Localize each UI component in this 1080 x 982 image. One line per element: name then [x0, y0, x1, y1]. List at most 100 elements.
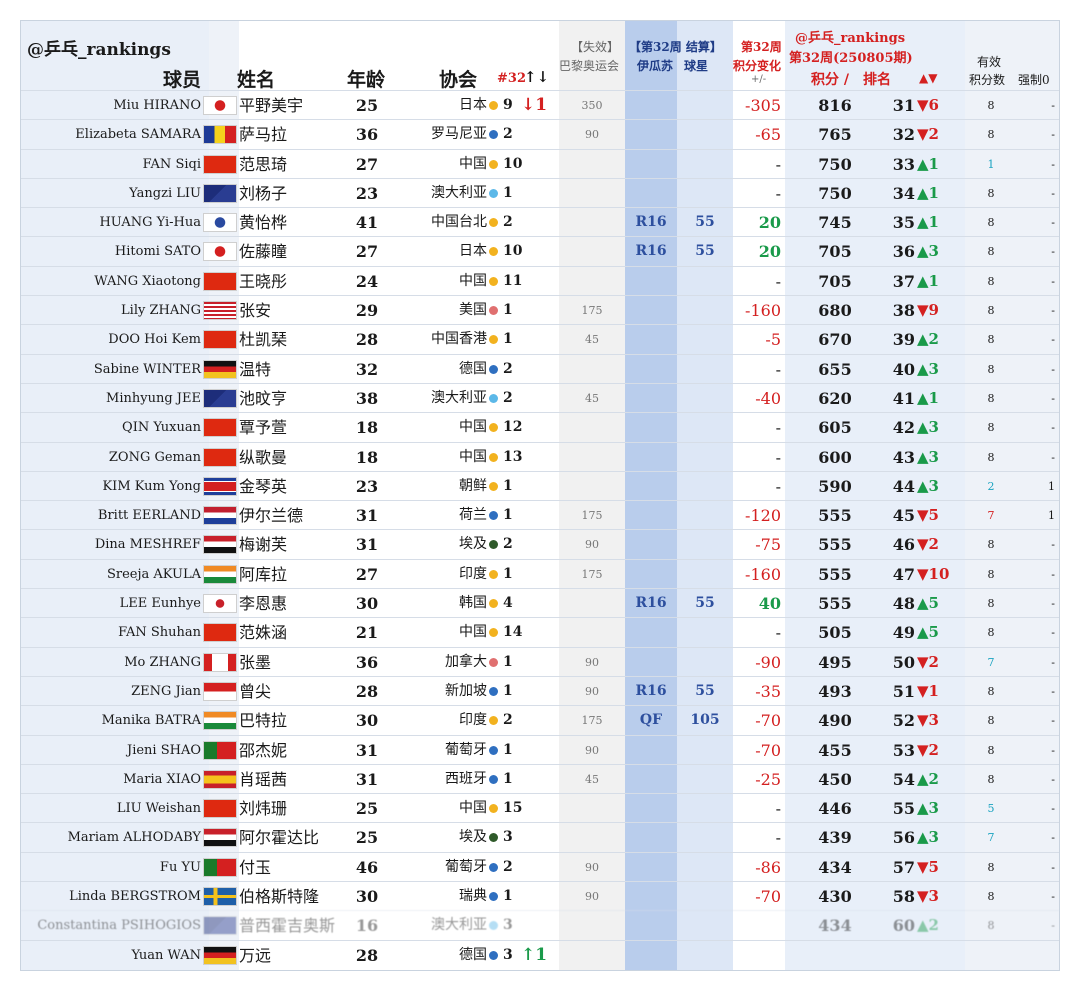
player-association: 澳大利亚 [431, 389, 487, 406]
player-association: 中国 [459, 800, 487, 817]
player-english-name: DOO Hoi Kem [108, 332, 201, 348]
association-rank: 11 [503, 272, 523, 289]
india-flag [203, 711, 237, 731]
player-age: 28 [355, 330, 379, 350]
forced-zero: - [1051, 128, 1055, 142]
association-rank: 2 [503, 858, 513, 875]
association-dot-icon [489, 188, 498, 198]
ranking-points: 555 [818, 594, 852, 614]
association-dot-icon [489, 218, 498, 228]
forced-zero: - [1051, 216, 1055, 230]
player-english-name: Manika BATRA [101, 713, 201, 729]
week32-result-points [677, 443, 733, 472]
ranking-position [881, 941, 915, 970]
association-rank: 1 [503, 184, 513, 201]
germany-flag [203, 945, 237, 965]
ranking-points: 750 [818, 154, 852, 174]
paris-points: 45 [585, 333, 599, 347]
header-paris-top: 【失效】 [571, 40, 620, 54]
player-age: 38 [355, 388, 379, 408]
week32-result-points: 55 [695, 682, 715, 699]
forced-zero: - [1051, 684, 1055, 698]
player-association: 埃及 [459, 536, 487, 553]
header-change-mid: 积分变化 [733, 59, 782, 73]
player-association: 荷兰 [459, 507, 487, 524]
ranking-move: ▲3 [917, 799, 939, 818]
week32-result [625, 413, 677, 442]
ranking-position: 56 [892, 828, 915, 848]
ranking-position: 38 [892, 301, 915, 321]
association-dot-icon [489, 892, 498, 902]
player-age: 18 [355, 418, 379, 438]
forced-zero: - [1051, 567, 1055, 581]
forced-zero: - [1051, 831, 1055, 845]
header-change-bottom: +/- [751, 74, 767, 85]
player-english-name: Sabine WINTER [93, 361, 201, 377]
ranking-move: ▲3 [917, 828, 939, 847]
table-row: Lily ZHANG 张安 29 美国 1 175 -160 680 38 ▼9 8 - [21, 295, 1059, 324]
paris-points: 90 [585, 128, 599, 142]
association-rank: 2 [503, 389, 513, 406]
usa-flag [203, 301, 237, 321]
points-change: - [775, 799, 781, 819]
china-flag [203, 447, 237, 467]
points-change: -25 [755, 769, 781, 789]
ranking-points: 680 [818, 301, 852, 321]
table-row: Fu YU 付玉 46 葡萄牙 2 90 -86 434 57 ▼5 8 - [21, 851, 1059, 881]
points-change: - [775, 447, 781, 467]
effective-count: 7 [987, 655, 995, 669]
association-dot-icon [489, 306, 498, 316]
association-dot-icon [489, 101, 498, 110]
table-row: FAN Shuhan 范姝涵 21 中国 14 - 505 49 ▲5 8 - [21, 617, 1059, 646]
points-change: -75 [755, 535, 781, 555]
paris-points [559, 618, 625, 647]
week32-result [625, 794, 677, 823]
player-english-name: Britt EERLAND [97, 508, 201, 524]
effective-count: 8 [987, 421, 995, 435]
effective-count: 8 [987, 567, 995, 581]
ranking-points: 590 [818, 476, 852, 496]
association-rank: 14 [503, 624, 523, 641]
association-rank-move: ↑1 [521, 944, 548, 965]
association-rank: 2 [503, 360, 513, 377]
week32-result [625, 472, 677, 501]
week32-result [625, 882, 677, 911]
table-row: Hitomi SATO 佐藤瞳 27 日本 10 R16 55 20 705 36 ▲3 8 - [21, 236, 1059, 265]
ranking-position: 39 [892, 330, 915, 350]
association-dot-icon [489, 247, 498, 257]
ranking-position: 42 [892, 418, 915, 438]
paris-points: 90 [585, 538, 599, 552]
ranking-position: 37 [892, 271, 915, 291]
paris-points: 175 [581, 567, 603, 581]
player-age: 27 [355, 564, 379, 584]
player-age: 23 [355, 183, 379, 203]
player-age: 31 [355, 769, 379, 789]
ranking-position: 31 [892, 96, 915, 115]
association-dot-icon [489, 540, 498, 550]
ranking-points: 495 [818, 652, 852, 672]
player-association: 美国 [459, 302, 487, 319]
association-rank: 9 [503, 97, 513, 113]
week32-result-points [677, 355, 733, 384]
paris-points: 90 [585, 890, 599, 904]
association-rank: 15 [503, 800, 523, 817]
player-english-name: Mariam ALHODABY [67, 830, 201, 846]
association-dot-icon [489, 862, 498, 872]
week32-result: R16 [635, 214, 667, 231]
header-effective-count: 积分数 [969, 73, 1006, 87]
ranking-move: ▼2 [917, 652, 939, 671]
table-row: FAN Siqi 范思琦 27 中国 10 - 750 33 ▲1 1 - [21, 148, 1059, 178]
player-chinese-name: 杜凯琹 [239, 330, 288, 350]
ranking-points: 430 [818, 887, 852, 907]
points-change: -160 [745, 564, 781, 584]
player-association: 中国 [459, 624, 487, 641]
effective-count: 8 [987, 743, 995, 757]
player-association: 罗马尼亚 [431, 126, 487, 143]
ranking-points: 705 [818, 271, 852, 291]
association-dot-icon [489, 686, 498, 696]
player-age: 30 [355, 887, 379, 907]
china-flag [203, 418, 237, 438]
ranking-move: ▲1 [917, 271, 939, 290]
effective-count: 8 [987, 919, 995, 933]
week32-result [625, 560, 677, 589]
